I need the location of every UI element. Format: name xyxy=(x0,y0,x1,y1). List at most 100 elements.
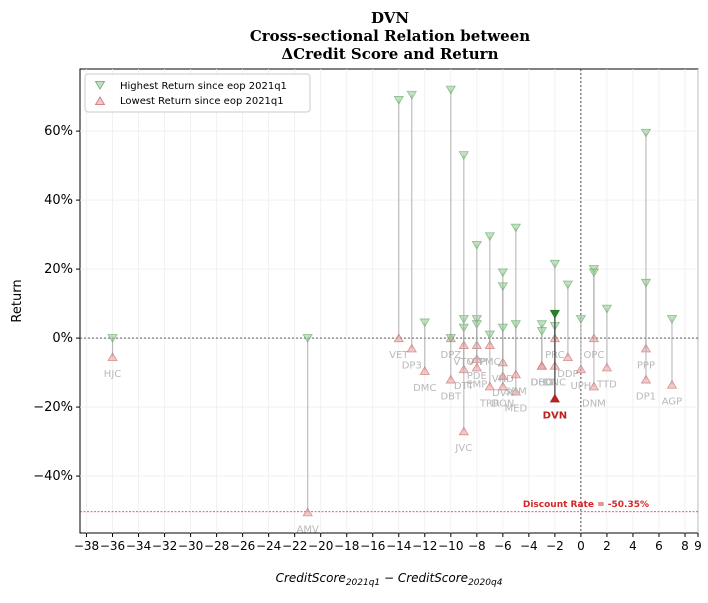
high-return-marker xyxy=(562,280,574,290)
y-tick-label: 40% xyxy=(44,193,73,208)
low-return-marker xyxy=(406,343,417,353)
point-label: DON xyxy=(491,398,514,409)
high-return-marker xyxy=(302,334,313,343)
low-return-marker xyxy=(484,381,496,391)
x-label-subscript: 2021q1 xyxy=(346,578,380,588)
low-return-marker xyxy=(510,369,522,379)
point-label: DMC xyxy=(413,383,436,394)
high-return-marker xyxy=(536,327,548,337)
point-label: DHG xyxy=(530,378,553,389)
high-return-marker xyxy=(601,304,613,314)
x-tick-label: −36 xyxy=(100,539,125,553)
high-return-marker xyxy=(588,268,600,278)
high-return-marker xyxy=(640,128,652,138)
high-return-marker xyxy=(471,240,483,250)
high-return-marker xyxy=(497,268,509,278)
x-tick-label: −8 xyxy=(468,539,486,553)
y-axis-label: Return xyxy=(10,279,25,322)
low-return-marker xyxy=(666,379,678,389)
high-return-marker xyxy=(393,96,404,105)
x-label-part: CreditScore xyxy=(276,571,346,585)
point-label: AGP xyxy=(662,397,682,408)
low-return-marker xyxy=(471,362,483,372)
high-return-marker xyxy=(666,315,678,324)
y-tick-label: 60% xyxy=(44,124,73,139)
low-return-marker xyxy=(419,366,430,375)
point-label: DVN xyxy=(543,410,567,421)
point-label: AMV xyxy=(297,524,319,535)
title-line: DVN xyxy=(371,9,409,27)
low-return-marker xyxy=(484,340,496,349)
point-label: EMP xyxy=(466,379,487,390)
y-tick-label: −40% xyxy=(33,469,73,484)
point-label: PDE xyxy=(467,371,487,382)
title-line: ΔCredit Score and Return xyxy=(282,45,499,63)
high-return-marker xyxy=(549,259,561,269)
high-return-marker xyxy=(445,334,456,343)
x-tick-label: −16 xyxy=(360,539,385,553)
high-return-marker xyxy=(575,315,587,324)
legend-low-label: Lowest Return since eop 2021q1 xyxy=(120,96,284,107)
x-label-part: − CreditScore xyxy=(380,571,468,585)
point-label: DP1 xyxy=(636,391,656,402)
low-return-marker xyxy=(393,333,404,343)
low-return-marker xyxy=(640,374,652,384)
x-tick-label: −2 xyxy=(546,539,564,553)
low-return-marker xyxy=(510,386,522,396)
title-line: Cross-sectional Relation between xyxy=(250,27,530,45)
y-tick-label: 20% xyxy=(44,262,73,277)
x-tick-label: −20 xyxy=(308,539,333,553)
point-label: MED xyxy=(505,404,528,415)
legend-high-marker xyxy=(94,81,106,90)
high-return-marker xyxy=(536,320,548,330)
low-return-marker xyxy=(536,360,548,370)
high-return-marker xyxy=(510,320,522,330)
legend-high-label: Highest Return since eop 2021q1 xyxy=(120,81,287,92)
legend: Highest Return since eop 2021q1 Lowest Re… xyxy=(84,73,311,113)
x-tick-label: −18 xyxy=(334,539,359,553)
low-return-marker xyxy=(107,352,118,362)
x-tick-label: −28 xyxy=(204,539,229,553)
x-tick-label: −38 xyxy=(74,539,99,553)
low-return-marker xyxy=(458,426,470,436)
x-tick-label: −14 xyxy=(386,539,411,553)
low-return-marker xyxy=(549,393,561,403)
high-return-marker xyxy=(484,232,496,242)
x-tick-label: 4 xyxy=(629,539,637,553)
x-tick-label: 2 xyxy=(603,539,611,553)
low-return-marker xyxy=(497,381,509,391)
x-tick-label: −34 xyxy=(126,539,151,553)
x-tick-label: −32 xyxy=(152,539,177,553)
y-tick-label: 0% xyxy=(52,331,73,346)
high-return-marker xyxy=(510,223,522,233)
low-return-marker xyxy=(601,362,613,372)
point-label: SBM xyxy=(505,386,527,397)
x-tick-label: −22 xyxy=(282,539,307,553)
legend-box xyxy=(84,73,311,113)
data-marks: HJCAMVVETDP3DMCDPZDBTVTODTTJVCVTPPDEEMPT… xyxy=(104,85,682,535)
x-tick-label: −30 xyxy=(178,539,203,553)
x-tick-label: −4 xyxy=(520,539,538,553)
point-label: DNM xyxy=(582,398,606,409)
x-axis-label: CreditScore2021q1 − CreditScore2020q4 xyxy=(276,571,503,588)
low-return-marker xyxy=(445,374,456,384)
point-label: UPH xyxy=(570,381,591,392)
point-label: DDP xyxy=(557,369,578,380)
high-return-marker xyxy=(549,309,561,319)
point-label: JVC xyxy=(454,443,472,454)
x-tick-label: −6 xyxy=(494,539,512,553)
point-label: TTD xyxy=(596,379,617,390)
high-return-marker xyxy=(458,151,470,161)
low-return-marker xyxy=(302,507,313,517)
low-return-marker xyxy=(575,364,587,374)
point-label: TRR xyxy=(479,398,500,409)
x-label-subscript: 2020q4 xyxy=(468,578,503,588)
high-return-marker xyxy=(497,323,509,333)
point-label: VET xyxy=(389,350,409,361)
high-return-marker xyxy=(107,334,118,343)
plot-area xyxy=(79,68,699,534)
point-label: PMC xyxy=(479,357,501,368)
